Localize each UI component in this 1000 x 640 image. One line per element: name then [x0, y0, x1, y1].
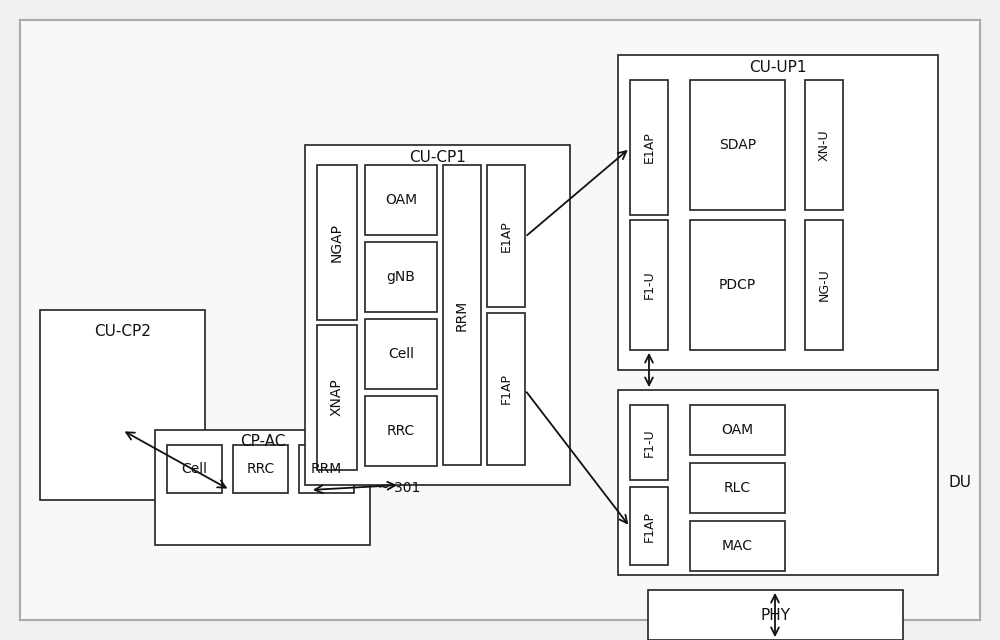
Text: E1AP: E1AP	[500, 220, 512, 252]
Text: SDAP: SDAP	[719, 138, 756, 152]
Bar	[630, 405, 668, 480]
Text: F1AP: F1AP	[500, 374, 512, 404]
Bar	[155, 430, 370, 545]
Bar	[690, 463, 785, 513]
Text: XNAP: XNAP	[330, 379, 344, 417]
Bar	[365, 396, 437, 466]
Bar	[233, 445, 288, 493]
Bar	[630, 487, 668, 565]
Bar	[487, 165, 525, 307]
Text: OAM: OAM	[385, 193, 417, 207]
Bar	[305, 145, 570, 485]
Text: CU-CP2: CU-CP2	[94, 324, 151, 339]
Bar	[487, 313, 525, 465]
Text: RRC: RRC	[246, 462, 275, 476]
Bar	[690, 220, 785, 350]
Text: RLC: RLC	[724, 481, 751, 495]
Text: PDCP: PDCP	[719, 278, 756, 292]
Bar	[365, 165, 437, 235]
Text: NG-U: NG-U	[818, 269, 830, 301]
Text: MAC: MAC	[722, 539, 753, 553]
Bar	[317, 325, 357, 470]
Text: Cell: Cell	[182, 462, 208, 476]
Text: gNB: gNB	[387, 270, 415, 284]
Bar	[690, 405, 785, 455]
Bar	[618, 55, 938, 370]
Text: CP-AC: CP-AC	[240, 435, 285, 449]
Bar	[365, 319, 437, 389]
Bar	[805, 220, 843, 350]
Text: E1AP: E1AP	[642, 132, 656, 163]
Text: F1-U: F1-U	[642, 428, 656, 457]
Bar	[40, 310, 205, 500]
Bar	[690, 521, 785, 571]
Text: NGAP: NGAP	[330, 223, 344, 262]
Bar	[690, 80, 785, 210]
Text: Cell: Cell	[388, 347, 414, 361]
Bar	[299, 445, 354, 493]
Text: RRC: RRC	[387, 424, 415, 438]
Text: XN-U: XN-U	[818, 129, 830, 161]
Text: DU: DU	[948, 475, 971, 490]
Bar	[443, 165, 481, 465]
Bar	[630, 80, 668, 215]
Text: RRM: RRM	[455, 300, 469, 331]
Bar	[805, 80, 843, 210]
Bar	[648, 590, 903, 640]
Text: F1-U: F1-U	[642, 271, 656, 300]
Bar	[365, 242, 437, 312]
Bar	[630, 220, 668, 350]
Bar	[167, 445, 222, 493]
Text: PHY: PHY	[761, 607, 790, 623]
Text: ~ 301: ~ 301	[378, 481, 420, 495]
Bar	[317, 165, 357, 320]
Text: OAM: OAM	[721, 423, 754, 437]
Text: F1AP: F1AP	[642, 511, 656, 541]
Text: CU-CP1: CU-CP1	[409, 150, 466, 166]
Text: CU-UP1: CU-UP1	[749, 61, 807, 76]
Bar	[618, 390, 938, 575]
Text: RRM: RRM	[311, 462, 342, 476]
